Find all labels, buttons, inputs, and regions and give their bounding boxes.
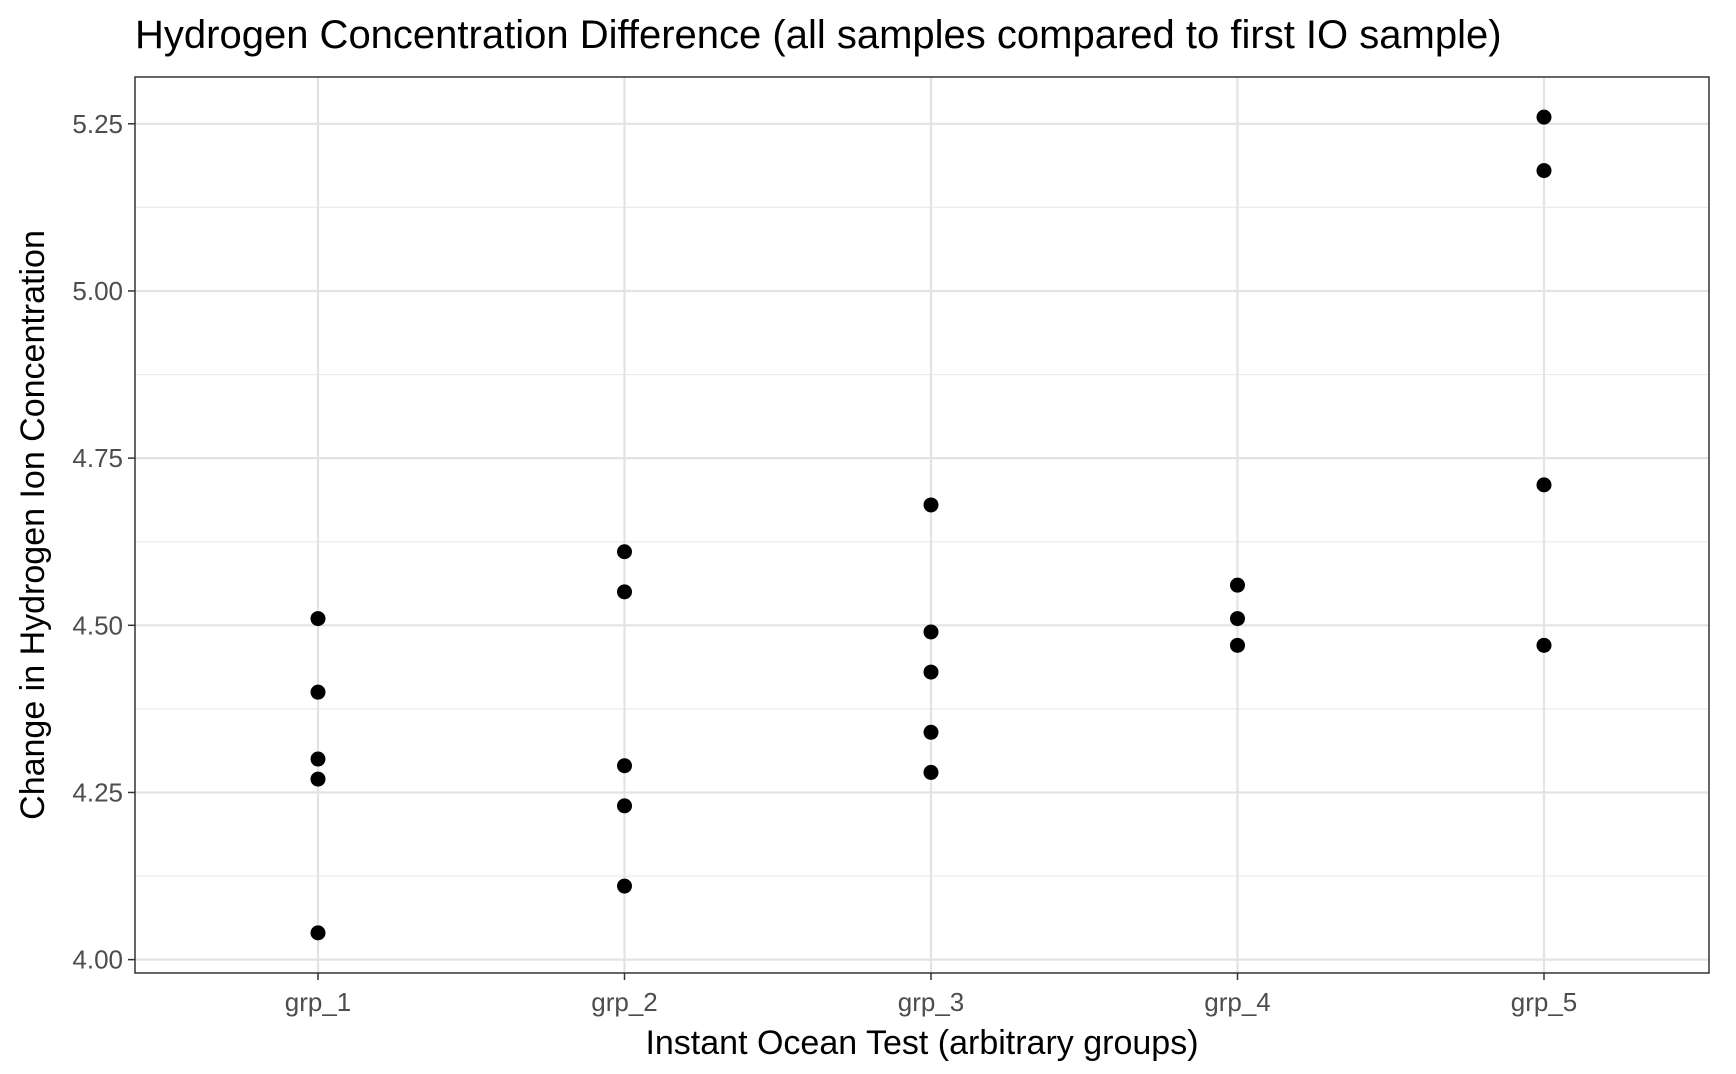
data-point xyxy=(1536,477,1552,493)
grid-lines xyxy=(135,77,1709,973)
y-axis-ticks: 4.00 4.25 4.50 4.75 5.00 5.25 xyxy=(72,109,135,975)
data-point xyxy=(1230,611,1245,627)
data-point xyxy=(617,544,632,560)
data-point xyxy=(617,798,632,814)
data-point xyxy=(1536,637,1552,653)
plot-panel-border xyxy=(134,76,1710,974)
y-tick-label: 5.25 xyxy=(72,109,123,139)
x-axis-title: Instant Ocean Test (arbitrary groups) xyxy=(645,1024,1198,1062)
x-tick-label: grp_4 xyxy=(1204,987,1271,1017)
data-point xyxy=(310,611,326,627)
y-tick-label: 4.25 xyxy=(72,777,123,807)
data-point xyxy=(617,878,632,894)
y-axis-title: Change in Hydrogen Ion Concentration xyxy=(14,230,52,820)
data-point xyxy=(923,497,939,513)
y-tick-label: 4.00 xyxy=(72,945,123,975)
y-tick-label: 5.00 xyxy=(72,276,123,306)
x-tick-label: grp_5 xyxy=(1511,987,1578,1017)
data-point xyxy=(310,751,326,767)
data-point xyxy=(923,624,939,640)
data-points xyxy=(310,109,1552,941)
y-tick-label: 4.50 xyxy=(72,610,123,640)
data-point xyxy=(617,758,632,774)
x-tick-label: grp_2 xyxy=(591,987,658,1017)
data-point xyxy=(1536,163,1552,179)
data-point xyxy=(310,684,326,700)
chart-title: Hydrogen Concentration Difference (all s… xyxy=(135,13,1502,57)
data-point xyxy=(923,664,939,680)
data-point xyxy=(923,764,939,780)
data-point xyxy=(923,724,939,740)
data-point xyxy=(310,925,326,941)
data-point xyxy=(310,771,326,787)
data-point xyxy=(1230,577,1245,593)
x-axis-ticks: grp_1 grp_2 grp_3 grp_4 grp_5 xyxy=(285,973,1578,1017)
data-point xyxy=(1536,109,1552,125)
data-point xyxy=(1230,637,1245,653)
x-tick-label: grp_1 xyxy=(285,987,352,1017)
y-tick-label: 4.75 xyxy=(72,443,123,473)
data-point xyxy=(617,584,632,600)
x-tick-label: grp_3 xyxy=(898,987,965,1017)
